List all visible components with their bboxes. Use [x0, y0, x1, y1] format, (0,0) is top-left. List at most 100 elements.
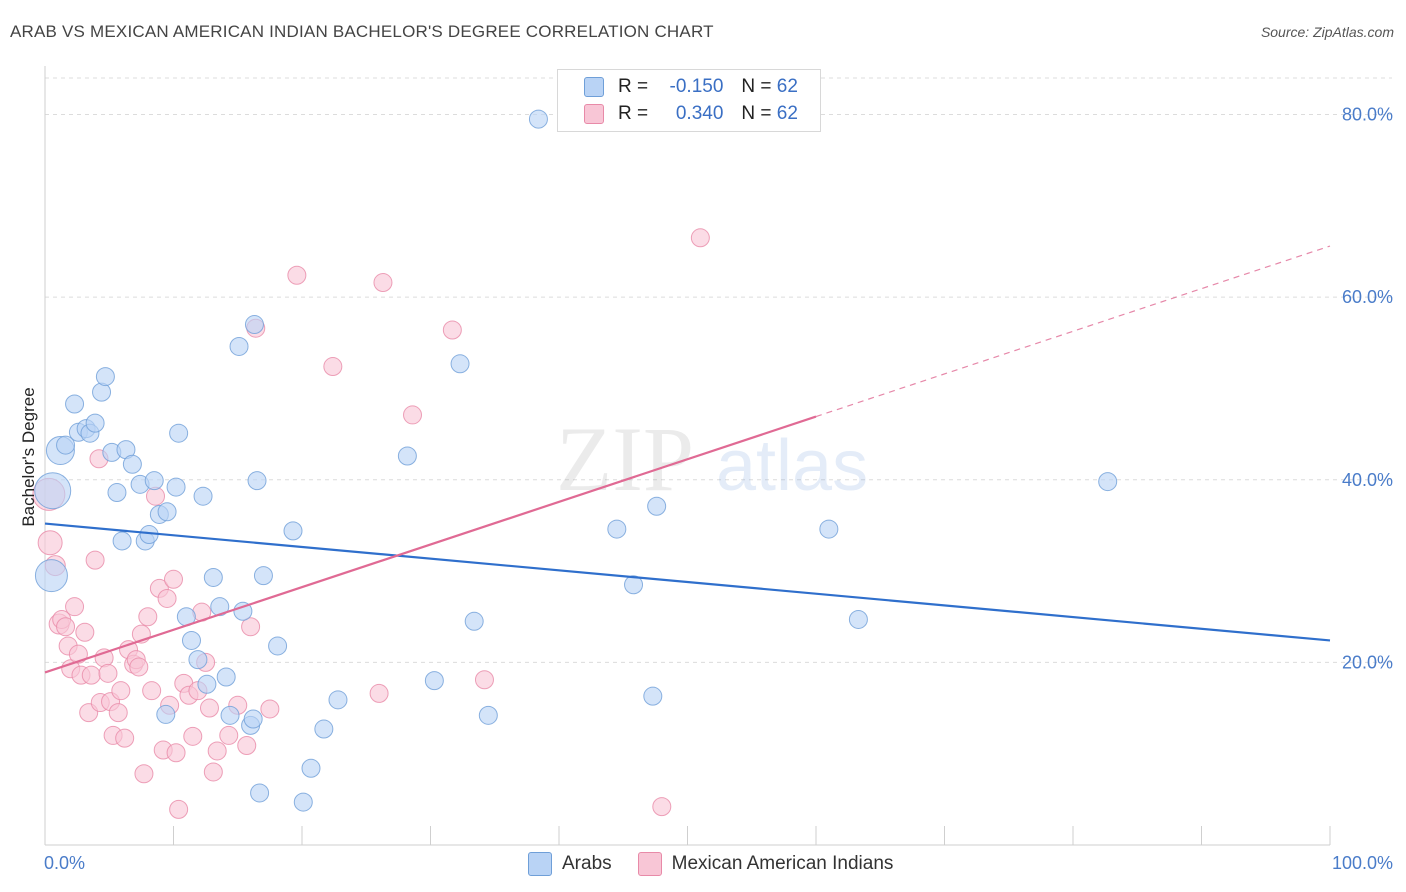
mexican-point [138, 607, 158, 627]
arab-point [144, 471, 164, 491]
mexican-point [652, 797, 672, 817]
mexican-point [369, 683, 389, 703]
mexican-point [108, 703, 128, 723]
arab-point [203, 567, 223, 587]
mexican-trend-extension [815, 245, 1331, 418]
mexican-point [442, 320, 462, 340]
arab-point [112, 531, 132, 551]
mexican-point [203, 762, 223, 782]
n-value: 62 [776, 76, 798, 97]
arab-point [450, 354, 470, 374]
arab-point [188, 650, 208, 670]
data-points [32, 109, 1118, 819]
arab-point [624, 575, 644, 595]
arabs-trend-line [44, 522, 1331, 642]
mexican-point [237, 735, 257, 755]
arab-point [1098, 472, 1118, 492]
r-value: -0.150 [669, 76, 724, 97]
mexican-point [166, 743, 186, 763]
arab-point [301, 758, 321, 778]
arabs-swatch [584, 77, 604, 97]
mexican-point [129, 657, 149, 677]
grid-lines [45, 77, 1392, 663]
correlation-legend: R = -0.150 N = 62 R = 0.340 N = 62 [557, 69, 821, 132]
arab-point [181, 630, 201, 650]
legend-item-mexican: Mexican American Indians [637, 852, 894, 876]
mexican-point [75, 622, 95, 642]
arab-point [56, 435, 76, 455]
mexican-point [65, 597, 85, 617]
y-tick-label: 40.0% [1342, 470, 1393, 490]
legend-item-arabs: Arabs [528, 852, 612, 876]
arab-point [424, 671, 444, 691]
mexican-point [37, 530, 63, 556]
arab-point [253, 566, 273, 586]
arab-point [643, 686, 663, 706]
mexican-point [98, 663, 118, 683]
mexican-trend-line [44, 415, 817, 674]
mexican-swatch [584, 104, 604, 124]
r-label: R = [618, 76, 649, 97]
mexican-point [241, 617, 261, 637]
arab-point [169, 423, 189, 443]
arab-point [157, 502, 177, 522]
arab-point [647, 496, 667, 516]
arab-point [166, 477, 186, 497]
mexican-point [157, 588, 177, 608]
mexican-point [115, 728, 135, 748]
mexican-point [373, 273, 393, 293]
mexican-point [403, 405, 423, 425]
mexican-point [134, 764, 154, 784]
watermark: ZIP atlas [556, 408, 868, 510]
arab-point [233, 601, 253, 621]
source-label: Source: ZipAtlas.com [1260, 24, 1394, 40]
arab-point [34, 559, 68, 593]
arab-point [293, 792, 313, 812]
mexican-point [260, 699, 280, 719]
arab-point [397, 446, 417, 466]
arab-point [193, 486, 213, 506]
arab-point [478, 705, 498, 725]
arab-point [464, 611, 484, 631]
legend-label-mexican: Mexican American Indians [671, 853, 894, 874]
arab-point [819, 519, 839, 539]
n-label: N = [741, 76, 772, 97]
arab-point [107, 483, 127, 503]
arab-point [210, 597, 230, 617]
trend-lines [44, 245, 1331, 674]
arab-point [243, 709, 263, 729]
arab-point [528, 109, 548, 129]
mexican-legend-swatch [637, 852, 662, 876]
arab-point [250, 783, 270, 803]
y-tick-label: 80.0% [1342, 105, 1393, 125]
watermark-atlas: atlas [716, 426, 868, 506]
mexican-point [219, 725, 239, 745]
arab-point [197, 674, 217, 694]
arab-point [268, 636, 288, 656]
r-label: R = [618, 103, 649, 124]
mexican-point [287, 265, 307, 285]
mexican-point [85, 550, 105, 570]
y-tick-label: 20.0% [1342, 652, 1393, 672]
arab-point [85, 413, 105, 433]
n-value: 62 [776, 103, 798, 124]
arab-point [314, 719, 334, 739]
arab-point [283, 521, 303, 541]
arabs-legend-swatch [528, 852, 552, 876]
arab-point [156, 704, 176, 724]
mexican-point [183, 726, 203, 746]
arab-point [247, 471, 267, 491]
mexican-point [474, 670, 494, 690]
mexican-point [164, 569, 183, 589]
mexican-point [56, 617, 76, 637]
arab-point [607, 519, 627, 539]
mexican-point [169, 799, 189, 819]
arab-point [92, 382, 112, 402]
r-value: 0.340 [675, 103, 724, 124]
arab-point [122, 454, 142, 474]
mexican-point [207, 741, 227, 761]
chart-title: ARAB VS MEXICAN AMERICAN INDIAN BACHELOR… [10, 22, 714, 41]
y-axis-label: Bachelor's Degree [19, 387, 38, 526]
mexican-point [199, 698, 219, 718]
